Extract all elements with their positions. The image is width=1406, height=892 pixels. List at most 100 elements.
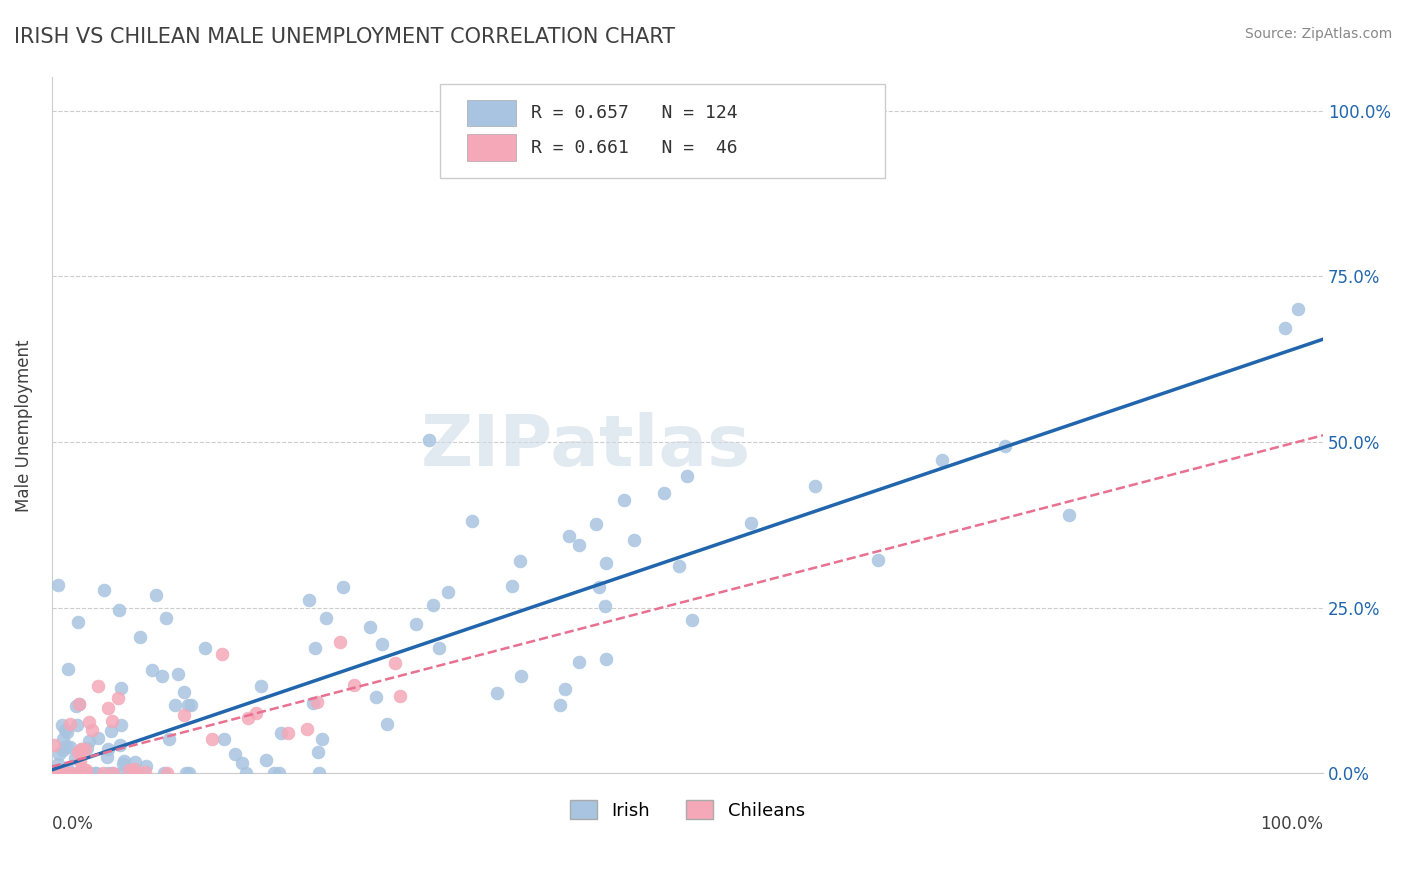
Point [67, 766, 90, 780]
Point [270, 726, 292, 740]
Point [46, 766, 69, 780]
Point [70, 760, 93, 774]
Point [76, 766, 98, 780]
Point [201, 731, 224, 746]
Point [150, 669, 173, 683]
Point [307, 745, 329, 759]
Text: 0.0%: 0.0% [52, 815, 94, 833]
Text: Source: ZipAtlas.com: Source: ZipAtlas.com [1244, 27, 1392, 41]
Text: IRISH VS CHILEAN MALE UNEMPLOYMENT CORRELATION CHART: IRISH VS CHILEAN MALE UNEMPLOYMENT CORRE… [14, 27, 675, 46]
Point [1286, 301, 1309, 316]
Point [75, 763, 97, 777]
Point [65, 698, 87, 713]
Point [111, 766, 134, 780]
Point [58, 662, 80, 676]
Point [1274, 321, 1296, 335]
Point [48, 747, 70, 761]
Point [173, 708, 195, 723]
Point [44, 738, 66, 752]
Point [156, 766, 179, 780]
Point [155, 610, 177, 624]
Point [69, 697, 91, 711]
Point [59, 740, 82, 755]
Point [298, 592, 321, 607]
Point [46, 766, 69, 780]
Point [173, 685, 195, 699]
Point [668, 559, 690, 574]
Point [307, 694, 329, 708]
Point [740, 516, 762, 531]
Point [405, 617, 427, 632]
Point [176, 766, 198, 780]
Point [101, 714, 124, 728]
Point [56, 725, 79, 739]
Point [509, 669, 531, 683]
Point [53, 766, 76, 780]
Point [212, 732, 235, 747]
Point [554, 682, 576, 697]
Point [58, 766, 80, 780]
Point [568, 538, 591, 552]
Point [236, 711, 259, 725]
Point [166, 666, 188, 681]
Point [595, 556, 617, 570]
Point [53, 766, 76, 780]
Point [263, 766, 285, 780]
Point [101, 766, 124, 780]
Point [52, 743, 75, 757]
Point [311, 731, 333, 746]
Point [100, 723, 122, 738]
Point [366, 690, 388, 704]
Point [112, 754, 135, 768]
Point [134, 764, 156, 779]
Point [46, 766, 69, 780]
Point [76, 741, 98, 756]
Point [165, 698, 187, 713]
Point [297, 722, 319, 736]
Point [315, 611, 337, 625]
Legend: Irish, Chileans: Irish, Chileans [562, 793, 813, 827]
FancyBboxPatch shape [467, 100, 516, 126]
Point [52, 731, 75, 746]
Point [384, 656, 406, 670]
Point [75, 766, 97, 780]
Point [79, 734, 101, 748]
Point [613, 492, 636, 507]
Point [63, 751, 86, 765]
Point [56, 761, 79, 775]
Point [58, 766, 80, 780]
Point [231, 756, 253, 770]
Point [145, 588, 167, 602]
Point [48, 766, 70, 780]
Text: 100.0%: 100.0% [1260, 815, 1323, 833]
Point [66, 766, 89, 780]
Point [67, 745, 90, 759]
Point [418, 433, 440, 447]
Point [83, 766, 105, 780]
Point [56, 766, 79, 780]
Point [277, 726, 299, 740]
Point [436, 584, 458, 599]
Point [304, 641, 326, 656]
Y-axis label: Male Unemployment: Male Unemployment [15, 339, 32, 512]
Point [254, 753, 277, 767]
Point [108, 602, 131, 616]
Point [69, 754, 91, 768]
Point [67, 615, 90, 629]
Point [177, 698, 200, 712]
Point [550, 698, 572, 712]
Point [308, 766, 330, 780]
Point [332, 580, 354, 594]
Point [557, 528, 579, 542]
Point [118, 763, 141, 777]
Point [302, 696, 325, 710]
Point [1057, 508, 1080, 522]
Point [84, 766, 107, 780]
Point [110, 718, 132, 732]
Point [803, 478, 825, 492]
FancyBboxPatch shape [440, 85, 884, 178]
Point [868, 553, 890, 567]
Point [128, 631, 150, 645]
Point [77, 715, 100, 730]
Point [375, 717, 398, 731]
